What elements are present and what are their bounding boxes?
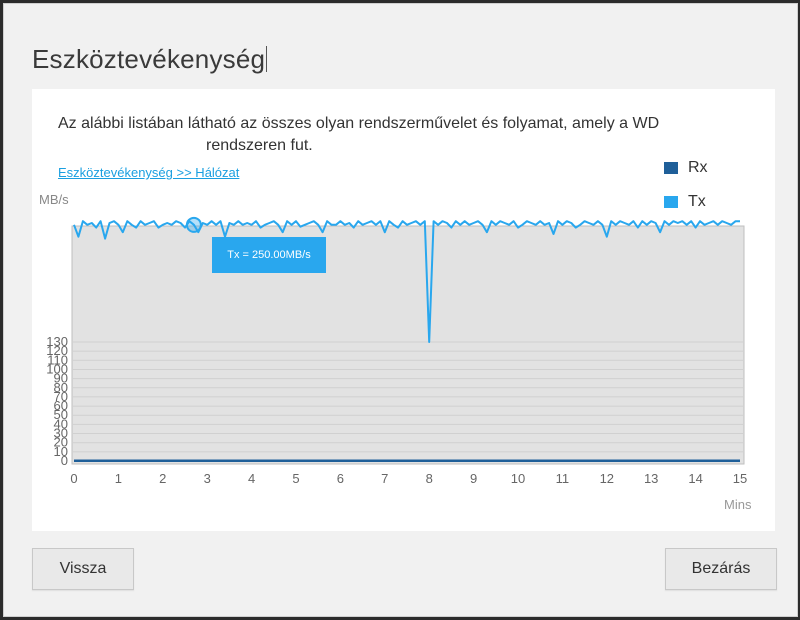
y-tick-label: 110: [47, 352, 68, 367]
breadcrumb-link[interactable]: Eszköztevékenység >> Hálózat: [58, 165, 240, 180]
x-axis-ticks: 0 1 2 3 4 5 6 7 8 9 10 11 12 13 14 15: [70, 471, 747, 486]
x-tick-label: 6: [337, 471, 344, 486]
description-line-1: Az alábbi listában látható az összes oly…: [58, 115, 660, 132]
dialog-title: Eszköztevékenység: [32, 44, 268, 75]
chart-legend: Rx Tx: [664, 151, 708, 219]
hover-marker: [185, 216, 202, 233]
y-tick-label: 90: [54, 371, 68, 386]
x-tick-label: 12: [600, 471, 614, 486]
y-tick-label: 10: [54, 444, 68, 459]
x-tick-label: 7: [381, 471, 388, 486]
y-tick-label: 120: [46, 343, 68, 358]
y-tick-label: 50: [54, 407, 68, 422]
x-tick-label: 2: [159, 471, 166, 486]
x-tick-label: 14: [688, 471, 702, 486]
plot-background: [71, 225, 745, 465]
x-tick-label: 8: [426, 471, 433, 486]
x-tick-label: 3: [204, 471, 211, 486]
x-tick-label: 1: [115, 471, 122, 486]
y-tick-label: 30: [54, 426, 68, 441]
y-tick-label: 70: [54, 389, 68, 404]
hover-point: [185, 216, 202, 233]
grid-lines: [72, 341, 744, 453]
back-button[interactable]: Vissza: [32, 548, 134, 590]
legend-label-rx: Rx: [688, 159, 708, 176]
description-line-2: rendszeren fut.: [206, 137, 313, 154]
x-tick-label: 5: [292, 471, 299, 486]
content-panel: Az alábbi listában látható az összes oly…: [32, 89, 775, 531]
series-line-tx: [73, 220, 740, 343]
y-tick-label: 60: [54, 398, 68, 413]
x-tick-label: 0: [70, 471, 77, 486]
x-tick-label: 11: [556, 471, 570, 486]
x-tick-label: 15: [733, 471, 747, 486]
legend-item-rx[interactable]: Rx: [664, 151, 708, 185]
y-tick-label: 40: [54, 416, 68, 431]
close-button[interactable]: Bezárás: [665, 548, 777, 590]
x-axis-label: Mins: [724, 497, 752, 512]
legend-item-tx[interactable]: Tx: [664, 185, 708, 219]
series-lines: [73, 220, 740, 462]
y-tick-label: 80: [54, 380, 68, 395]
y-tick-label: 100: [46, 361, 68, 376]
device-activity-dialog: Eszköztevékenység Az alábbi listában lát…: [3, 3, 798, 617]
legend-swatch-tx: [664, 196, 678, 208]
y-tick-label: 0: [61, 453, 68, 468]
y-tick-label: 20: [54, 435, 68, 450]
y-axis-unit: MB/s: [39, 192, 69, 207]
x-tick-label: 13: [644, 471, 658, 486]
legend-swatch-rx: [664, 162, 678, 174]
x-tick-label: 10: [511, 471, 525, 486]
legend-label-tx: Tx: [688, 193, 706, 210]
x-tick-label: 9: [470, 471, 477, 486]
y-tick-label: 130: [46, 334, 68, 349]
description: Az alábbi listában látható az összes oly…: [58, 113, 738, 157]
text-caret: [266, 46, 268, 72]
plot-area: [71, 225, 745, 465]
dialog-title-text: Eszköztevékenység: [32, 44, 266, 74]
x-tick-label: 4: [248, 471, 255, 486]
chart-tooltip: Tx = 250.00MB/s: [212, 237, 326, 273]
